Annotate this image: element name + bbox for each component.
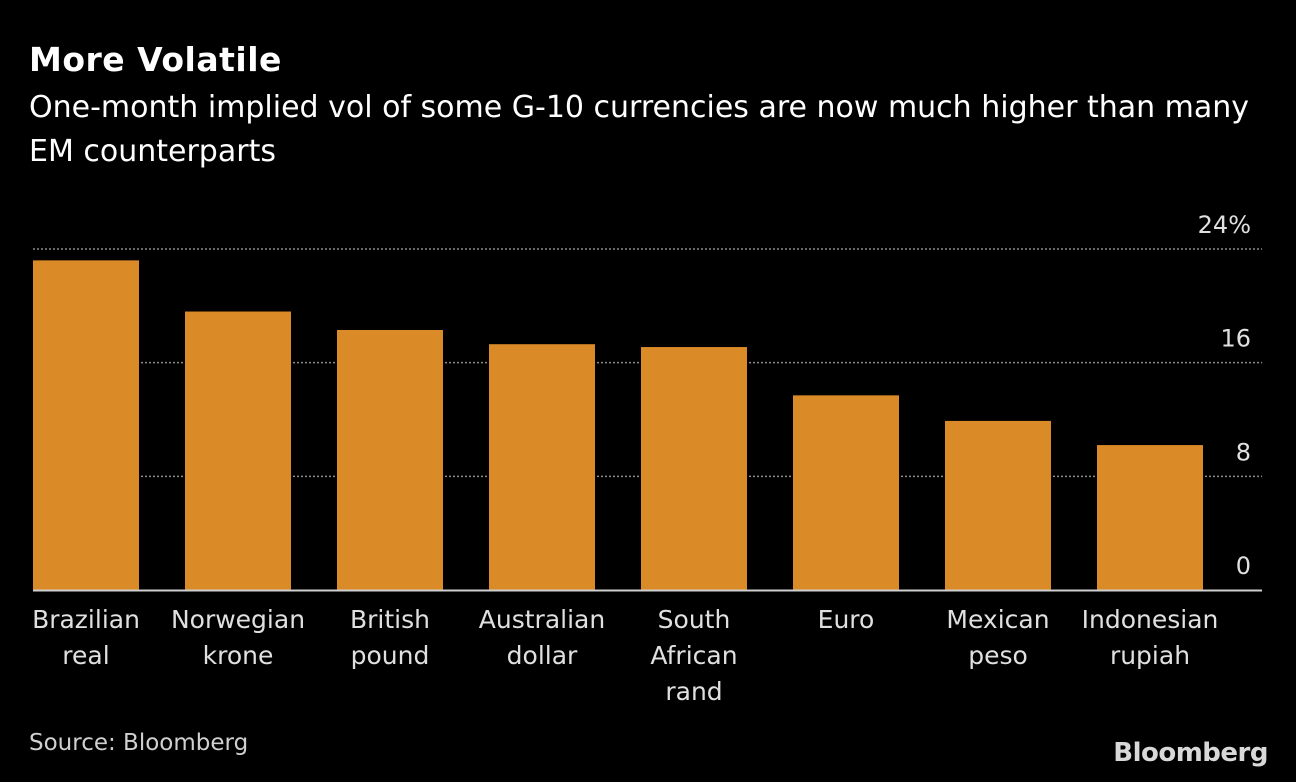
bloomberg-logo: Bloomberg (1113, 738, 1268, 768)
x-tick-label: rand (665, 677, 722, 706)
x-tick-label: British (350, 605, 430, 634)
x-tick-label: peso (968, 641, 1028, 670)
y-tick-label: 8 (1236, 438, 1251, 466)
bar-euro (793, 395, 899, 590)
x-tick-label: real (62, 641, 109, 670)
chart-title: More Volatile (29, 40, 282, 79)
bar-mexican-peso (945, 420, 1051, 590)
x-tick-label: rupiah (1110, 641, 1190, 670)
x-tick-label: dollar (507, 641, 578, 670)
bar-south-african-rand (641, 347, 747, 590)
x-tick-label: Norwegian (171, 605, 305, 634)
bar-indonesian-rupiah (1097, 445, 1203, 590)
bar-norwegian-krone (185, 311, 291, 590)
x-tick-label: Brazilian (32, 605, 140, 634)
x-tick-label: Mexican (946, 605, 1049, 634)
y-tick-label: 24% (1198, 211, 1251, 239)
chart-subtitle: One-month implied vol of some G-10 curre… (29, 90, 1250, 169)
bar-australian-dollar (489, 344, 595, 590)
y-tick-label: 0 (1236, 552, 1251, 580)
x-tick-label: Euro (818, 605, 875, 634)
bar-brazilian-real (33, 260, 139, 590)
bar-british-pound (337, 329, 443, 590)
x-tick-label: krone (203, 641, 274, 670)
x-tick-label: African (650, 641, 737, 670)
x-tick-label: South (658, 605, 731, 634)
x-tick-label: Indonesian (1082, 605, 1219, 634)
x-tick-label: Australian (479, 605, 605, 634)
x-tick-label: pound (351, 641, 430, 670)
source-note: Source: Bloomberg (29, 730, 249, 756)
y-tick-label: 16 (1220, 325, 1251, 353)
